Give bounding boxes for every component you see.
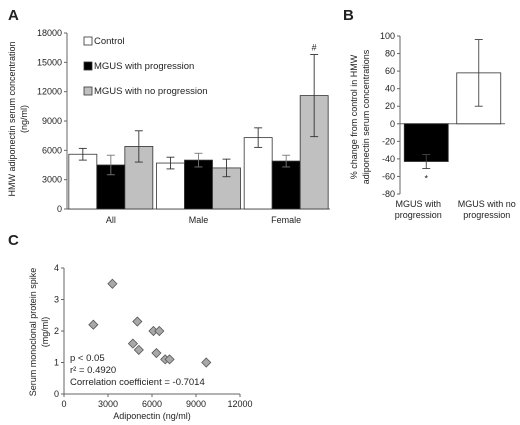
chart-a-bar [271, 160, 301, 210]
chart-b-y-tick-label: -80 [382, 189, 395, 199]
chart-a: HMW adiponectin serum concentration (ng/… [7, 28, 330, 225]
chart-c-y-tick-label: 2 [54, 326, 59, 336]
chart-a-y-tick-label: 6000 [42, 145, 62, 155]
chart-b-y-tick-label: -60 [382, 171, 395, 181]
panel-letter-c: C [8, 232, 19, 249]
chart-b-y-tick-label: 60 [385, 66, 395, 76]
chart-b-y-tick-label: 0 [390, 119, 395, 129]
chart-b-ylabel-line-2: adiponectin serum concentrations [361, 49, 371, 184]
chart-b-y-tick-label: -20 [382, 136, 395, 146]
chart-a-y-tick-label: 18000 [37, 28, 62, 38]
chart-c-y-tick-label: 0 [54, 389, 59, 399]
chart-a-ylabel-line-1: HMW adiponectin serum concentration [7, 41, 17, 196]
chart-a-legend-label: MGUS with no progression [94, 86, 208, 97]
chart-b-annotation: * [424, 174, 428, 184]
chart-c-point [107, 278, 118, 289]
chart-c-xlabel: Adiponectin (ng/ml) [113, 411, 191, 421]
chart-b-x-tick-label: progression [463, 210, 510, 220]
chart-a-ylabel-line-2: (ng/ml) [19, 105, 29, 133]
chart-a-y-tick-label: 0 [57, 204, 62, 214]
chart-c-point [127, 338, 138, 349]
chart-a-y-tick-label: 9000 [42, 116, 62, 126]
chart-b-x-tick-label: MGUS with [395, 199, 441, 209]
chart-a-ylabel: HMW adiponectin serum concentration (ng/… [7, 41, 29, 196]
chart-b-ylabel-line-1: % change from control in HMW [349, 54, 359, 179]
chart-a-bar [96, 164, 126, 210]
chart-c-annotation-correlation: Correlation coefficient = -0.7014 [70, 377, 205, 388]
chart-a-legend-swatch [83, 36, 93, 46]
chart-a-bar [68, 153, 98, 210]
chart-c-points [88, 278, 212, 368]
chart-b-x-tick-label: progression [395, 210, 442, 220]
chart-a-bar [243, 137, 273, 210]
chart-a-x-tick-label: Female [271, 215, 301, 225]
chart-c-axes: 0 1 2 3 4 0 3000 6000 9000 12000 [54, 263, 253, 409]
chart-a-x-tick-label: Male [189, 215, 209, 225]
chart-c-point [164, 354, 175, 365]
chart-b-y-tick-label: -40 [382, 154, 395, 164]
chart-a-legend-swatch [83, 61, 93, 71]
chart-c-x-tick-label: 6000 [142, 399, 162, 409]
chart-b-axes: -80 -60 -40 -20 0 20 40 60 80 100 [380, 31, 505, 199]
chart-c-ylabel-line-1: Serum monoclonal protein spike [28, 268, 38, 397]
chart-b-ylabel: % change from control in HMW adiponectin… [349, 49, 371, 184]
chart-a-bar [184, 159, 213, 210]
chart-c-point [154, 325, 165, 337]
chart-c-y-tick-label: 3 [54, 295, 59, 305]
chart-a-legend: Control MGUS with progression MGUS with no… [83, 36, 208, 97]
chart-c-x-tick-label: 12000 [227, 399, 252, 409]
chart-c-annotation-p: p < 0.05 [70, 353, 105, 364]
chart-c: Serum monoclonal protein spike (mg/ml) 0… [28, 263, 253, 421]
chart-b-y-tick-label: 100 [380, 31, 395, 41]
chart-a-x-tick-label: All [106, 215, 116, 225]
chart-a-y-tick-label: 3000 [42, 175, 62, 185]
chart-c-y-tick-label: 1 [54, 358, 59, 368]
chart-c-point [133, 344, 144, 355]
chart-b-y-tick-label: 80 [385, 49, 395, 59]
chart-c-point [132, 316, 143, 327]
chart-a-legend-label: MGUS with progression [94, 61, 194, 72]
chart-c-annotation-r2: r² = 0.4920 [70, 365, 116, 376]
panel-letter-b: B [343, 7, 354, 24]
chart-c-point [201, 357, 212, 368]
chart-a-annotation: # [312, 43, 317, 53]
chart-b-x-tick-label: MGUS with no [458, 199, 516, 209]
chart-c-x-tick-label: 9000 [186, 399, 206, 409]
chart-a-legend-swatch [83, 86, 93, 96]
chart-c-ylabel: Serum monoclonal protein spike (mg/ml) [28, 268, 50, 397]
chart-a-bar [156, 162, 185, 210]
chart-b-y-tick-label: 20 [385, 101, 395, 111]
chart-c-point [88, 319, 99, 330]
chart-c-y-tick-label: 4 [54, 263, 59, 273]
chart-c-ylabel-line-2: (mg/ml) [40, 317, 50, 348]
chart-c-x-tick-label: 3000 [98, 399, 118, 409]
chart-a-y-tick-label: 12000 [37, 87, 62, 97]
chart-a-y-tick-label: 15000 [37, 57, 62, 67]
chart-b: % change from control in HMW adiponectin… [349, 31, 516, 220]
chart-a-legend-label: Control [94, 36, 125, 47]
chart-c-point [151, 347, 162, 359]
panel-letter-a: A [8, 7, 19, 24]
chart-c-x-tick-label: 0 [61, 399, 66, 409]
chart-b-y-tick-label: 40 [385, 84, 395, 94]
